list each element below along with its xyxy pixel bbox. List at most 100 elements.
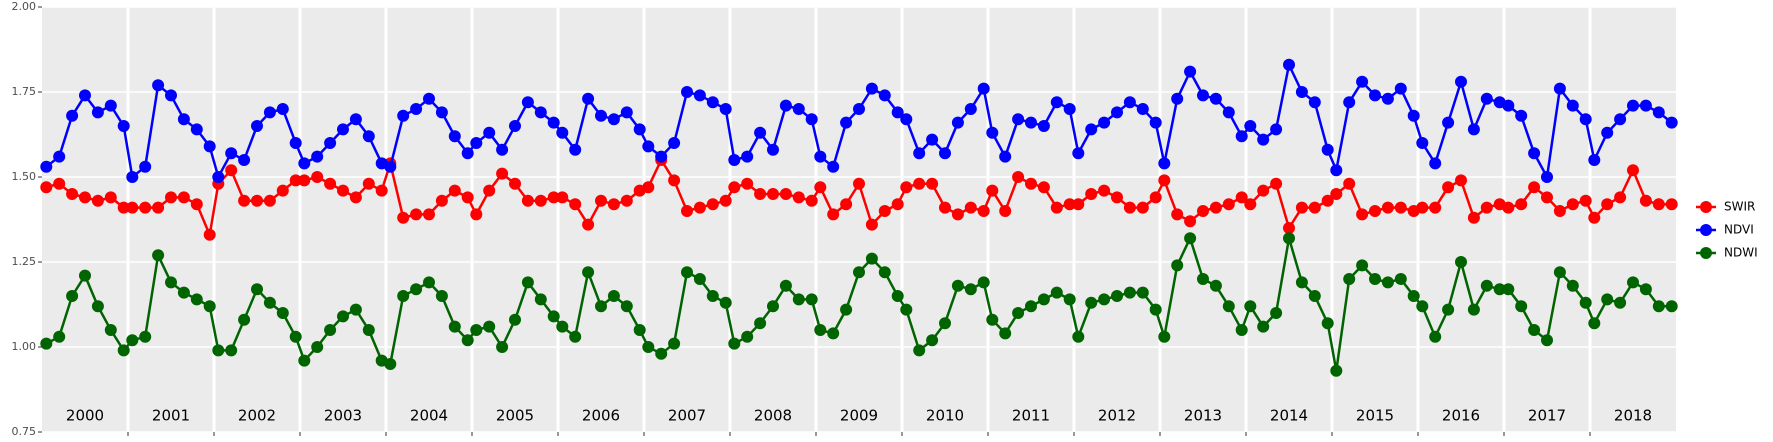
point — [203, 228, 216, 241]
point — [1356, 259, 1369, 272]
point — [556, 126, 569, 139]
point — [298, 174, 311, 187]
point — [792, 103, 805, 115]
point — [767, 188, 779, 200]
point — [1037, 293, 1050, 306]
point — [1455, 174, 1467, 187]
point — [1665, 198, 1678, 211]
point — [1257, 133, 1270, 146]
point — [767, 143, 779, 156]
point — [1467, 303, 1480, 316]
point — [865, 252, 878, 265]
point — [891, 106, 904, 119]
point — [878, 266, 891, 279]
point — [496, 143, 509, 156]
point — [814, 181, 827, 194]
point — [620, 300, 633, 313]
point — [1072, 330, 1085, 343]
point — [1123, 201, 1136, 214]
point — [1515, 198, 1528, 211]
point — [977, 82, 990, 95]
point — [1541, 334, 1553, 347]
point — [423, 208, 435, 221]
point — [1455, 75, 1467, 88]
point — [509, 177, 521, 190]
point — [1098, 116, 1111, 129]
point — [900, 113, 913, 126]
year-label: 2016 — [1442, 407, 1480, 425]
point — [633, 123, 646, 136]
point — [79, 89, 91, 102]
point — [251, 283, 263, 296]
point — [706, 198, 719, 211]
point — [1244, 120, 1257, 132]
point — [165, 191, 177, 204]
point — [298, 157, 311, 170]
point — [349, 191, 362, 204]
point — [1652, 300, 1665, 313]
point — [1184, 215, 1197, 228]
point — [324, 324, 337, 336]
point — [668, 174, 681, 187]
point — [595, 109, 607, 122]
point — [939, 201, 951, 214]
point — [483, 184, 496, 197]
point — [203, 300, 216, 313]
point — [719, 296, 732, 309]
point — [177, 286, 190, 299]
point — [1553, 205, 1566, 217]
point — [805, 194, 818, 207]
point — [470, 137, 483, 149]
point — [607, 198, 620, 211]
point — [939, 317, 951, 330]
point — [448, 184, 461, 197]
point — [1063, 103, 1076, 115]
point — [126, 334, 139, 347]
point — [853, 103, 865, 115]
point — [212, 171, 225, 183]
point — [878, 89, 891, 102]
point — [1072, 198, 1085, 211]
point — [1588, 211, 1601, 224]
point — [926, 133, 939, 146]
point — [298, 354, 311, 367]
point — [805, 113, 818, 126]
point — [1442, 303, 1455, 316]
legend-label: NDVI — [1724, 223, 1754, 237]
point — [152, 249, 165, 262]
point — [827, 208, 840, 221]
point — [117, 120, 130, 132]
point — [999, 205, 1012, 217]
point — [754, 126, 767, 139]
point — [1098, 293, 1111, 306]
point — [1222, 198, 1235, 211]
point — [1025, 177, 1037, 190]
point — [1381, 92, 1394, 105]
point — [534, 293, 547, 306]
point — [1627, 164, 1639, 177]
point — [582, 218, 595, 231]
point — [534, 106, 547, 119]
point — [1442, 116, 1455, 129]
point — [410, 283, 423, 296]
point — [1050, 201, 1063, 214]
point — [1407, 290, 1420, 302]
point — [448, 320, 461, 333]
point — [1295, 276, 1308, 289]
point — [40, 337, 53, 350]
point — [1480, 92, 1493, 105]
point — [496, 341, 509, 353]
point — [1283, 232, 1295, 245]
point — [1442, 181, 1455, 194]
point — [693, 89, 706, 102]
point — [521, 276, 534, 289]
point — [152, 201, 165, 214]
point — [741, 177, 754, 190]
point — [547, 116, 560, 129]
point — [362, 130, 375, 143]
y-tick-label: 1.50 — [12, 170, 37, 183]
point — [1416, 300, 1429, 313]
point — [362, 324, 375, 336]
point — [126, 171, 139, 183]
point — [289, 330, 302, 343]
